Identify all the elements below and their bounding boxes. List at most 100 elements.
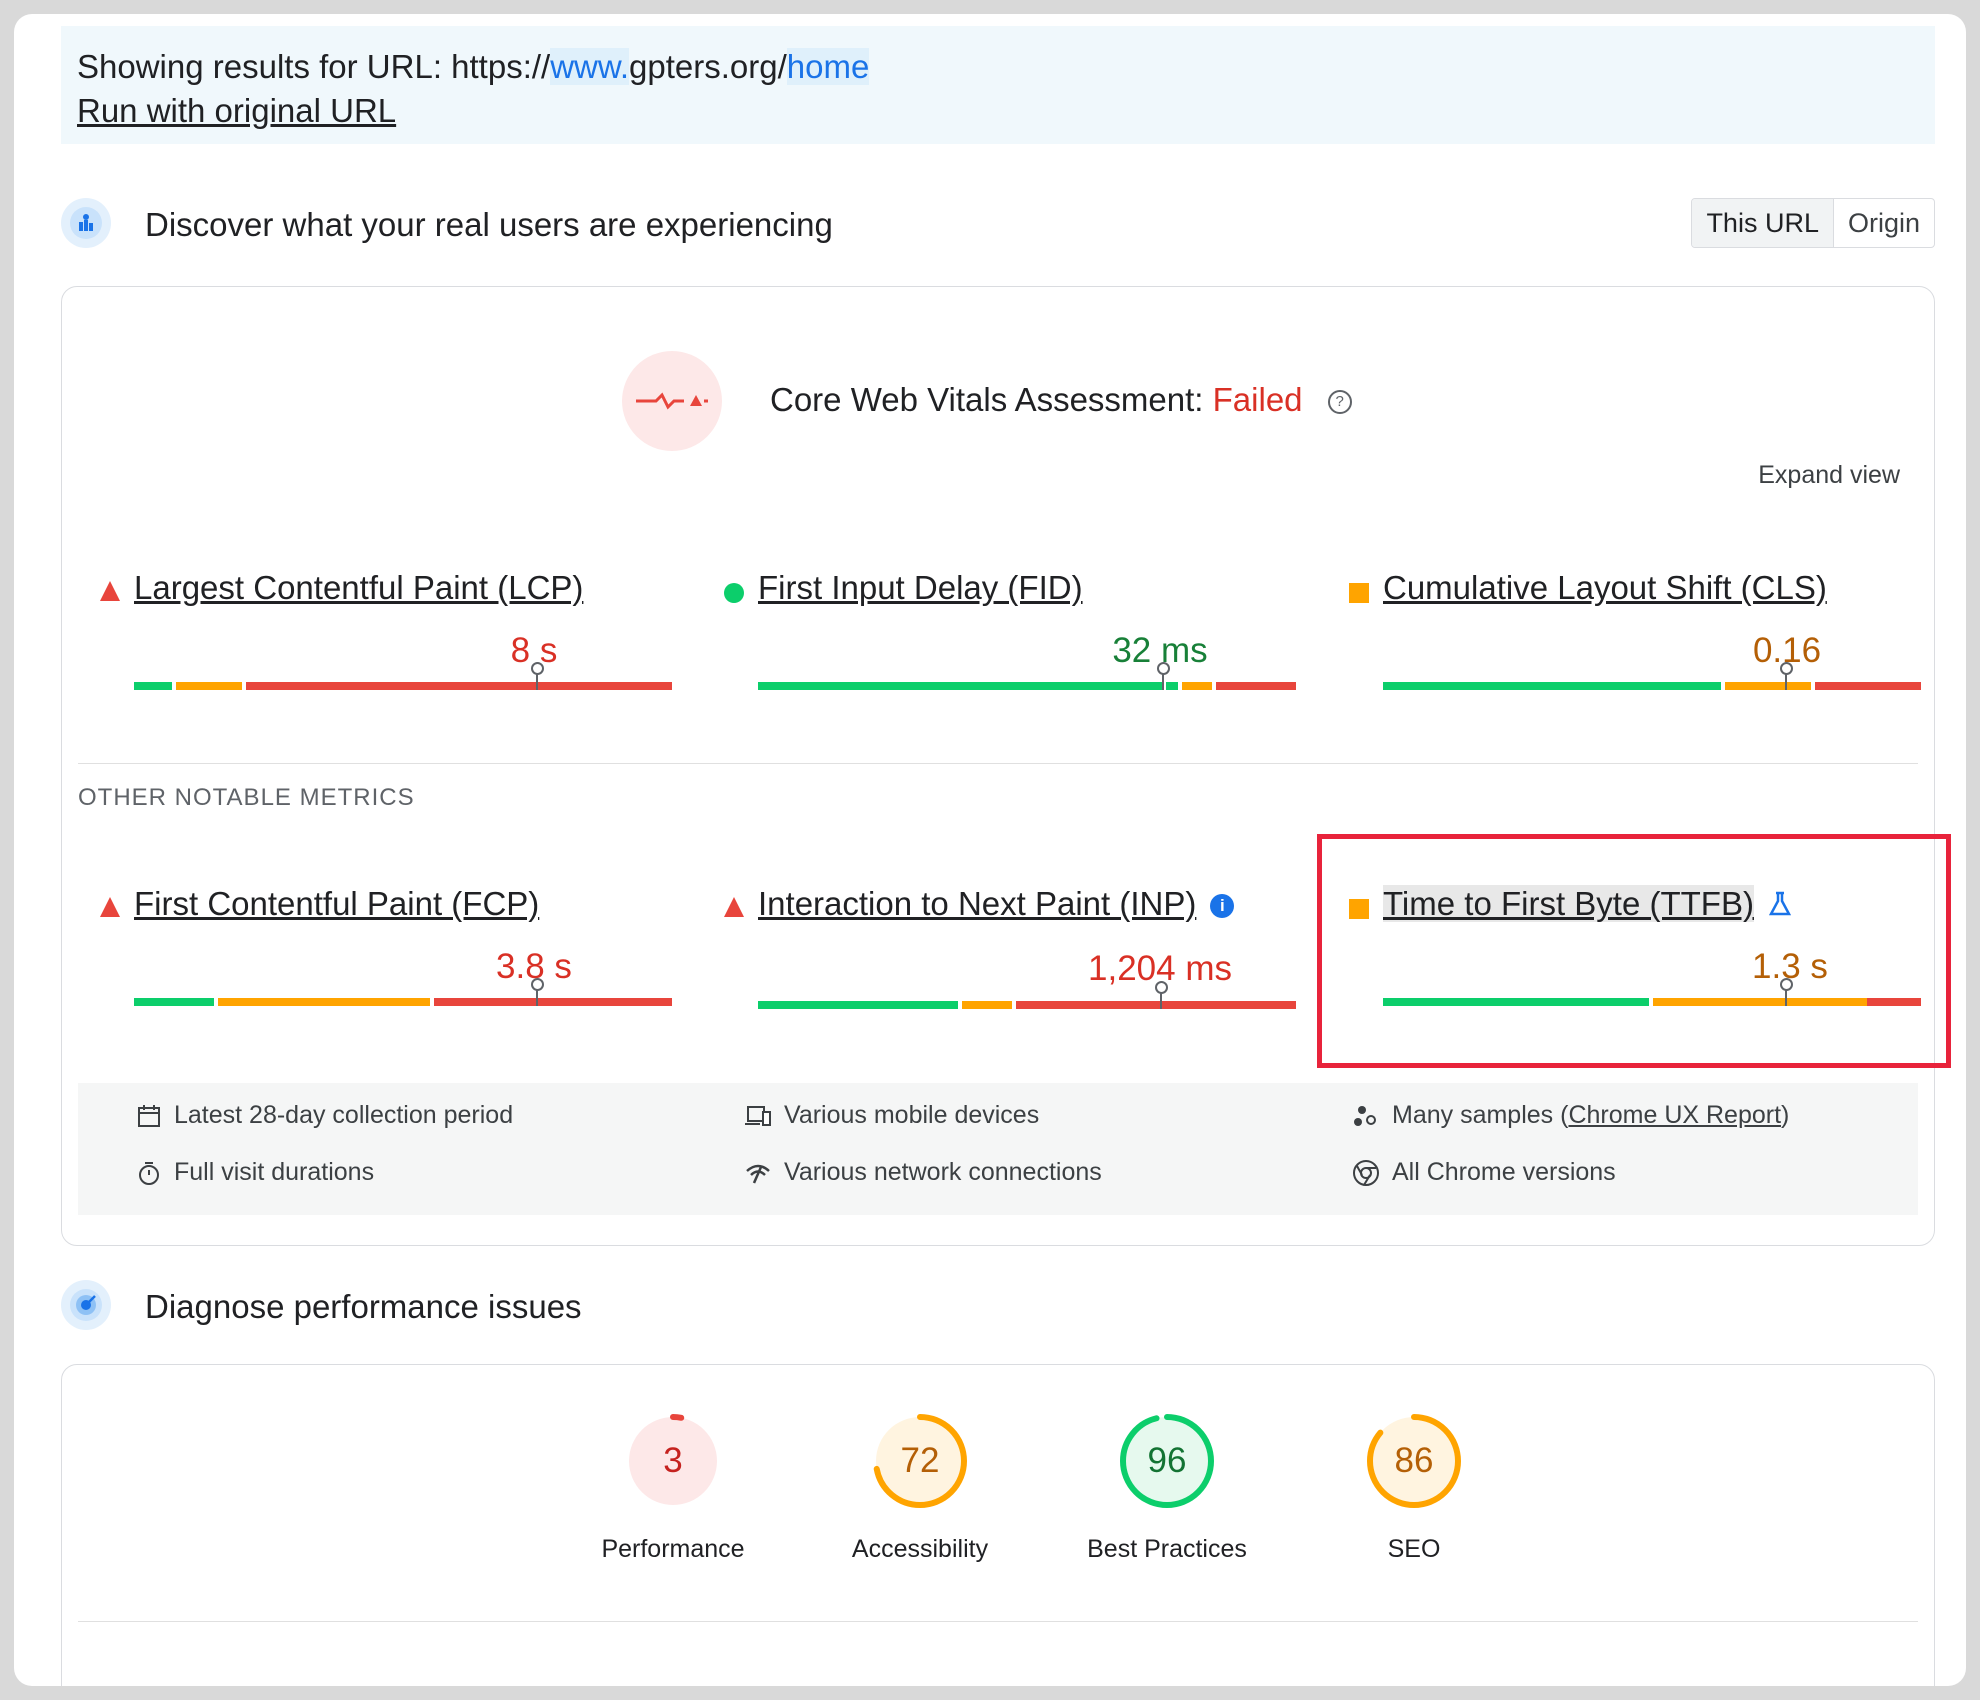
score-gauge: 72 (870, 1411, 970, 1511)
value-pin (1155, 981, 1168, 1009)
metric-name[interactable]: First Contentful Paint (FCP) (134, 885, 540, 922)
chrome-ux-report-link[interactable]: Chrome UX Report (1568, 1101, 1782, 1129)
metric-name-text[interactable]: Time to First Byte (TTFB) (1383, 885, 1754, 922)
collection-details: Latest 28-day collection period Full vis… (78, 1083, 1918, 1215)
detail-samples-prefix: Many samples ( (1392, 1101, 1569, 1129)
distribution-bar (134, 662, 672, 690)
run-original-url-link[interactable]: Run with original URL (77, 92, 397, 129)
score-label: Performance (601, 1535, 745, 1563)
distribution-bar (1383, 662, 1921, 690)
bar-poor (1016, 1001, 1296, 1009)
metric-name[interactable]: Time to First Byte (TTFB) (1383, 885, 1792, 925)
detail-network-text: Various network connections (784, 1158, 1102, 1186)
score-value: 72 (900, 1441, 940, 1480)
field-data-title: Discover what your real users are experi… (145, 206, 833, 243)
distribution-bar (1383, 978, 1921, 1006)
score-gauge: 96 (1117, 1411, 1217, 1511)
poor-triangle-icon (100, 581, 120, 601)
field-data-card: Core Web Vitals Assessment: Failed ? Exp… (61, 286, 1935, 1246)
score-gauge: 86 (1364, 1411, 1464, 1511)
bar-average (218, 998, 430, 1006)
detail-samples-suffix: ) (1781, 1101, 1790, 1129)
gauge-ring (873, 1414, 967, 1508)
metric-name[interactable]: Largest Contentful Paint (LCP) (134, 569, 584, 606)
gauge-arc (626, 1414, 720, 1508)
detail-chrome-text: All Chrome versions (1392, 1158, 1616, 1186)
diagnose-icon (61, 1280, 111, 1330)
gauge-background (1370, 1417, 1458, 1505)
calendar-icon (138, 1104, 160, 1127)
detail-devices: Various mobile devices (744, 1101, 1039, 1130)
value-pin (1780, 978, 1793, 1006)
info-icon[interactable]: i (1210, 894, 1235, 919)
value-pin (1157, 662, 1170, 690)
devices-icon (745, 1105, 771, 1126)
detail-durations: Full visit durations (136, 1158, 374, 1187)
section-divider (78, 763, 1918, 764)
metric-name[interactable]: Interaction to Next Paint (INP) i (758, 885, 1235, 923)
expand-view-button[interactable]: Expand view (1758, 461, 1900, 489)
score-value: 3 (663, 1441, 683, 1480)
url-www: www. (550, 48, 630, 85)
url-domain: gpters.org/ (629, 48, 787, 85)
origin-tab[interactable]: Origin (1847, 208, 1920, 238)
page-frame: Showing results for URL: https://www.gpt… (14, 14, 1966, 1686)
bar-average (1653, 998, 1877, 1006)
score-performance[interactable]: 3 Performance (573, 1411, 773, 1591)
bar-good (134, 682, 172, 690)
this-url-tab[interactable]: This URL (1692, 199, 1834, 247)
chrome-icon (1353, 1159, 1379, 1186)
detail-period-text: Latest 28-day collection period (174, 1101, 514, 1129)
detail-samples: Many samples (Chrome UX Report) (1352, 1101, 1789, 1130)
bar-poor (246, 682, 672, 690)
metric-name-text[interactable]: Interaction to Next Paint (INP) (758, 885, 1197, 922)
detail-chrome: All Chrome versions (1352, 1158, 1616, 1187)
detail-durations-text: Full visit durations (174, 1158, 375, 1186)
gauge-background (629, 1417, 717, 1505)
metric-cls: Cumulative Layout Shift (CLS) 0.16 (1349, 569, 1921, 709)
assessment-status: Failed (1212, 381, 1303, 418)
bar-poor (1216, 682, 1296, 690)
timer-icon (139, 1161, 159, 1185)
good-circle-icon (724, 583, 744, 603)
bar-good (1383, 682, 1721, 690)
users-icon (61, 198, 111, 248)
score-label: SEO (1387, 1535, 1441, 1563)
poor-triangle-icon (100, 897, 120, 917)
value-pin (531, 978, 544, 1006)
lab-data-header: Diagnose performance issues (61, 1280, 1935, 1340)
score-best-practices[interactable]: 96 Best Practices (1067, 1411, 1267, 1591)
bar-good-1 (758, 682, 1162, 690)
failed-pulse-icon (622, 351, 722, 451)
gauge-background (876, 1417, 964, 1505)
help-icon[interactable]: ? (1327, 390, 1352, 415)
bar-average (176, 682, 242, 690)
metric-name[interactable]: First Input Delay (FID) (758, 569, 1083, 606)
detail-devices-text: Various mobile devices (784, 1101, 1040, 1129)
gauge-background (1123, 1417, 1211, 1505)
detail-period: Latest 28-day collection period (136, 1101, 513, 1130)
field-data-header: Discover what your real users are experi… (61, 198, 1935, 258)
bar-good (134, 998, 214, 1006)
score-accessibility[interactable]: 72 Accessibility (820, 1411, 1020, 1591)
lab-data-card: 3 Performance 72 Accessibility 96 Best P… (61, 1364, 1935, 1686)
lab-divider (78, 1621, 1918, 1622)
gauge-arc (873, 1414, 967, 1508)
bar-average (1182, 682, 1212, 690)
bar-poor (434, 998, 672, 1006)
url-prefix: Showing results for URL: https:// (77, 48, 551, 85)
distribution-bar (134, 978, 672, 1006)
score-seo[interactable]: 86 SEO (1314, 1411, 1514, 1591)
assessment-text: Core Web Vitals Assessment: Failed ? (770, 381, 1352, 419)
url-path: home (786, 48, 870, 85)
gauge-ring (626, 1414, 720, 1508)
average-square-icon (1349, 583, 1369, 603)
metric-name[interactable]: Cumulative Layout Shift (CLS) (1383, 569, 1827, 606)
category-scores: 3 Performance 72 Accessibility 96 Best P… (62, 1365, 1934, 1595)
other-metrics-label: OTHER NOTABLE METRICS (78, 784, 415, 811)
bar-poor (1815, 682, 1921, 690)
poor-triangle-icon (724, 897, 744, 917)
network-icon (746, 1164, 770, 1184)
metric-fid: First Input Delay (FID) 32 ms (724, 569, 1296, 709)
bar-poor (1867, 998, 1921, 1006)
